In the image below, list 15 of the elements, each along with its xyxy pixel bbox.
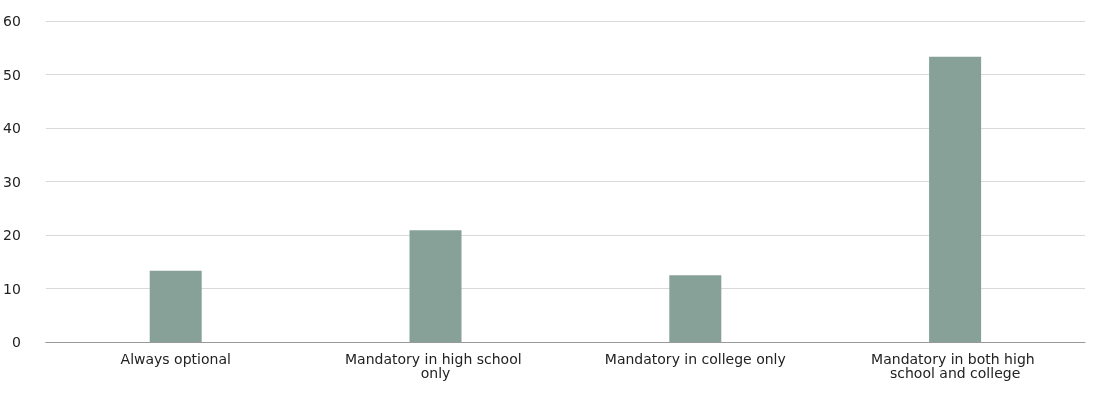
- x-tick-label: Always optional: [120, 351, 231, 367]
- x-tick-label: Mandatory in college only: [604, 351, 786, 367]
- x-tick-label: Mandatory in both high school and college: [871, 351, 1040, 381]
- bar: [149, 270, 202, 342]
- y-tick-label: 0: [11, 334, 21, 350]
- x-tick-label: Mandatory in high school only: [344, 351, 527, 381]
- y-tick-label: 30: [2, 173, 21, 190]
- y-tick-label: 20: [2, 227, 21, 243]
- y-tick-label: 50: [2, 66, 21, 83]
- y-tick-label: 40: [2, 120, 21, 136]
- y-tick-label: 10: [2, 280, 21, 297]
- y-tick-label: 60: [2, 13, 21, 29]
- bar: [409, 230, 462, 342]
- bar: [929, 56, 982, 342]
- bar: [669, 275, 722, 342]
